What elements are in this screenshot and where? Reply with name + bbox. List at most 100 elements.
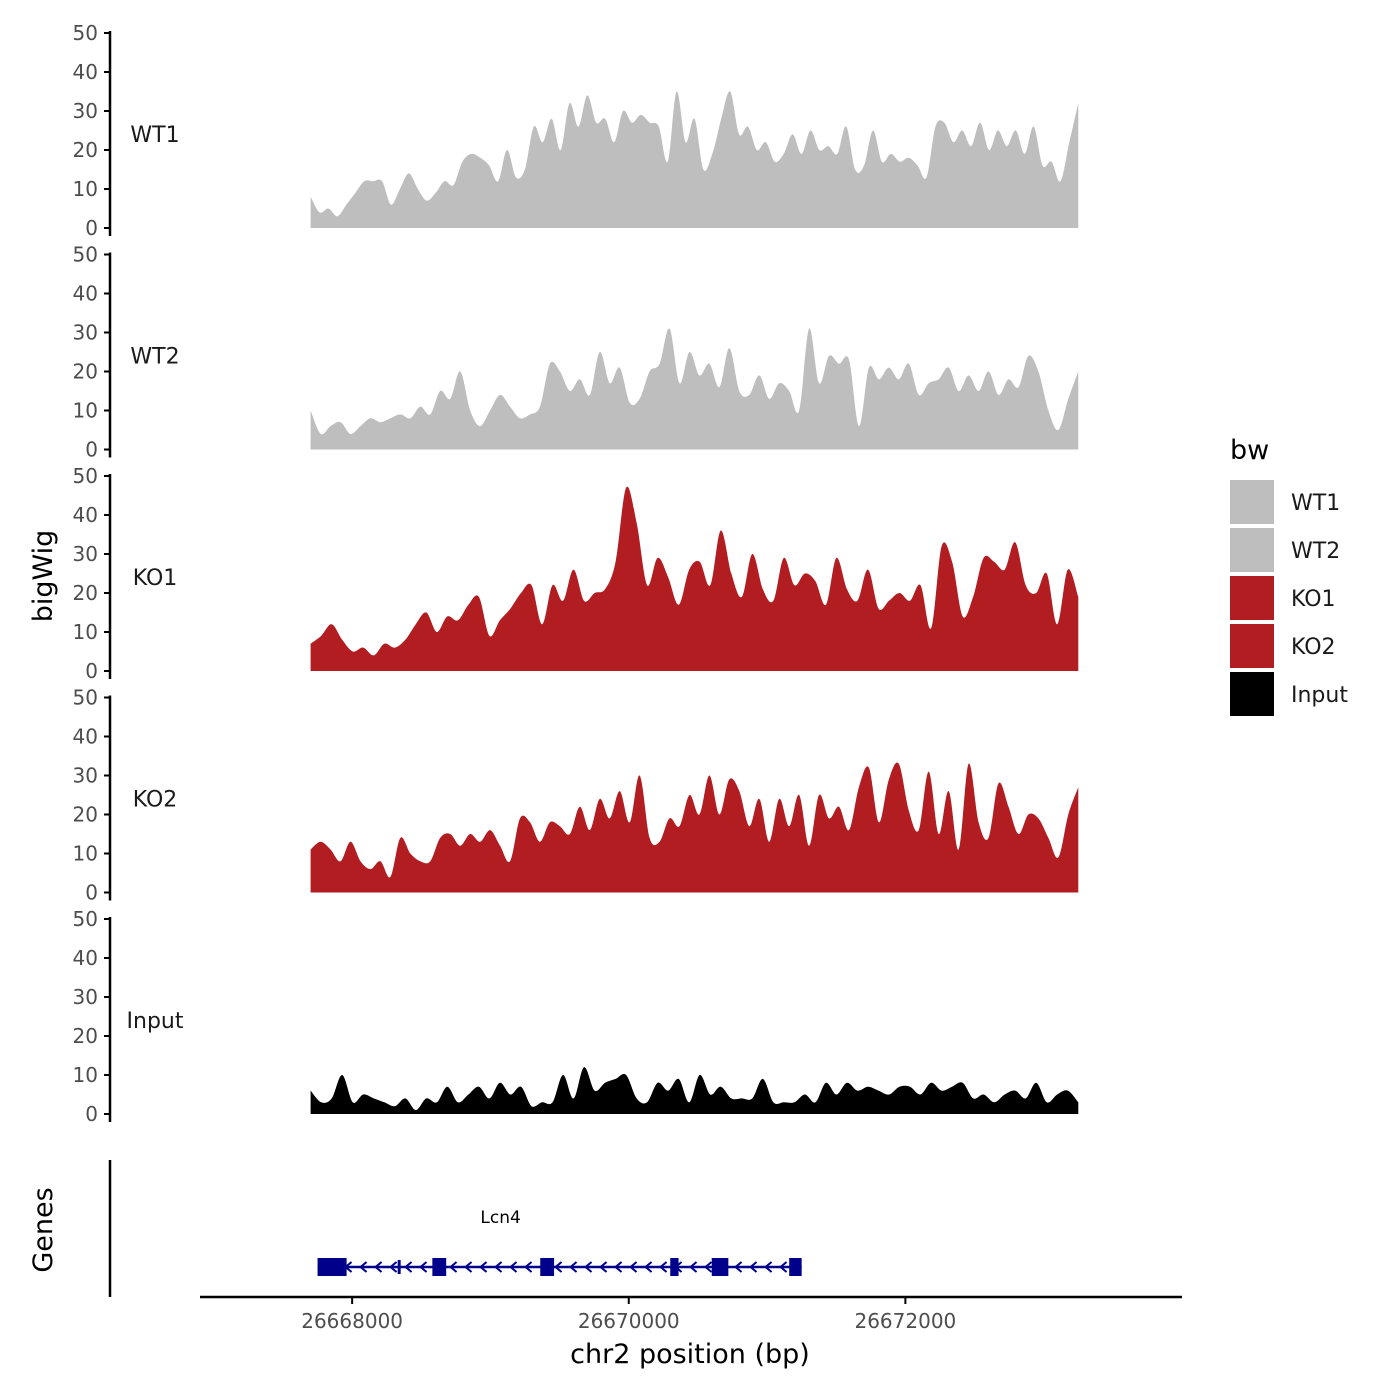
genes-axis-title: Genes: [28, 1187, 59, 1272]
y-tick-label: 30: [73, 99, 98, 123]
strand-arrow: [689, 1261, 698, 1273]
strand-arrow: [374, 1261, 383, 1273]
y-tick-label: 40: [73, 282, 98, 306]
y-tick-label: 20: [73, 138, 98, 162]
y-tick-label: 40: [73, 60, 98, 84]
track-ko2: 0 10 20 30 40 50 KO2: [73, 686, 1079, 905]
y-tick-label: 40: [73, 725, 98, 749]
area-ko2: [310, 762, 1079, 893]
y-tick-label: 40: [73, 946, 98, 970]
x-tick-label: 26670000: [578, 1309, 680, 1333]
legend-label-ko2: KO2: [1291, 635, 1336, 660]
legend: bw WT1 WT2 KO1 KO2 Input: [1230, 435, 1348, 716]
y-tick-label: 30: [73, 321, 98, 345]
track-label-input: Input: [127, 1009, 184, 1034]
y-tick-label: 10: [73, 399, 98, 423]
legend-label-wt2: WT2: [1291, 539, 1340, 564]
y-tick-label: 20: [73, 360, 98, 384]
strand-arrow: [509, 1261, 518, 1273]
y-axis-title: bigWig: [28, 530, 59, 623]
legend-label-ko1: KO1: [1291, 587, 1336, 612]
gene-exon: [432, 1258, 447, 1276]
area-wt2: [310, 328, 1079, 450]
track-label-ko1: KO1: [133, 566, 178, 591]
strand-arrow: [359, 1261, 368, 1273]
strand-arrow: [464, 1261, 473, 1273]
gene-label: Lcn4: [480, 1208, 520, 1228]
gene-track: Lcn4: [108, 1160, 802, 1297]
gene-exon: [670, 1258, 679, 1276]
y-tick-label: 50: [73, 686, 98, 710]
strand-arrow: [389, 1261, 398, 1273]
y-tick-label: 50: [73, 243, 98, 267]
y-tick-label: 20: [73, 1024, 98, 1048]
y-tick-label: 0: [85, 216, 98, 240]
track-label-wt2: WT2: [130, 345, 179, 370]
area-ko1: [310, 486, 1079, 671]
y-tick-label: 50: [73, 907, 98, 931]
x-tick-label: 26668000: [301, 1309, 403, 1333]
y-tick-label: 0: [85, 1102, 98, 1126]
x-axis: 26668000 26670000 26672000: [200, 1295, 1182, 1333]
gene-exon: [711, 1258, 729, 1276]
legend-swatch-wt2: [1230, 528, 1274, 572]
x-axis-title: chr2 position (bp): [570, 1339, 810, 1370]
strand-arrow: [449, 1261, 458, 1273]
y-tick-label: 30: [73, 764, 98, 788]
strand-arrow: [569, 1261, 578, 1273]
track-input: 0 10 20 30 40 50 Input: [73, 907, 1079, 1126]
y-tick-label: 30: [73, 542, 98, 566]
strand-arrow: [629, 1261, 638, 1273]
gene-exon: [789, 1258, 802, 1276]
y-tick-label: 40: [73, 503, 98, 527]
y-tick-label: 30: [73, 985, 98, 1009]
strand-arrow: [749, 1261, 758, 1273]
strand-arrow: [764, 1261, 773, 1273]
track-label-wt1: WT1: [130, 123, 179, 148]
y-tick-label: 10: [73, 842, 98, 866]
strand-arrow: [779, 1261, 788, 1273]
legend-swatch-ko1: [1230, 576, 1274, 620]
strand-arrow: [419, 1261, 428, 1273]
strand-arrow: [494, 1261, 503, 1273]
y-tick-label: 20: [73, 803, 98, 827]
strand-arrow: [479, 1261, 488, 1273]
y-tick-label: 10: [73, 1063, 98, 1087]
strand-arrow: [599, 1261, 608, 1273]
strand-arrow: [554, 1261, 563, 1273]
gene-exon: [540, 1258, 555, 1276]
tracks-group: 0 10 20 30 40 50 WT1 0 10 20 30 40 50 WT2 0 10 20 30 40 50 K…: [73, 21, 1079, 1126]
track-label-ko2: KO2: [133, 788, 178, 813]
legend-title: bw: [1230, 435, 1269, 466]
track-wt1: 0 10 20 30 40 50 WT1: [73, 21, 1079, 240]
y-tick-label: 50: [73, 21, 98, 45]
y-tick-label: 10: [73, 177, 98, 201]
y-tick-label: 0: [85, 881, 98, 905]
track-wt2: 0 10 20 30 40 50 WT2: [73, 243, 1079, 462]
strand-arrow: [659, 1261, 668, 1273]
strand-arrow: [404, 1261, 413, 1273]
legend-label-input: Input: [1291, 683, 1348, 708]
y-tick-label: 0: [85, 438, 98, 462]
y-tick-label: 0: [85, 659, 98, 683]
strand-arrow: [704, 1261, 713, 1273]
y-tick-label: 20: [73, 581, 98, 605]
strand-arrow: [584, 1261, 593, 1273]
legend-label-wt1: WT1: [1291, 491, 1340, 516]
strand-arrow: [734, 1261, 743, 1273]
strand-arrow: [524, 1261, 533, 1273]
area-wt1: [310, 91, 1079, 228]
legend-swatch-input: [1230, 672, 1274, 716]
area-input: [310, 1067, 1079, 1114]
y-tick-label: 10: [73, 620, 98, 644]
x-tick-label: 26672000: [854, 1309, 956, 1333]
gene-exon: [317, 1258, 347, 1276]
y-tick-label: 50: [73, 464, 98, 488]
strand-arrow: [644, 1261, 653, 1273]
gene-exon-small: [397, 1260, 401, 1274]
legend-swatch-wt1: [1230, 480, 1274, 524]
track-ko1: 0 10 20 30 40 50 KO1: [73, 464, 1079, 683]
strand-arrow: [614, 1261, 623, 1273]
legend-swatch-ko2: [1230, 624, 1274, 668]
